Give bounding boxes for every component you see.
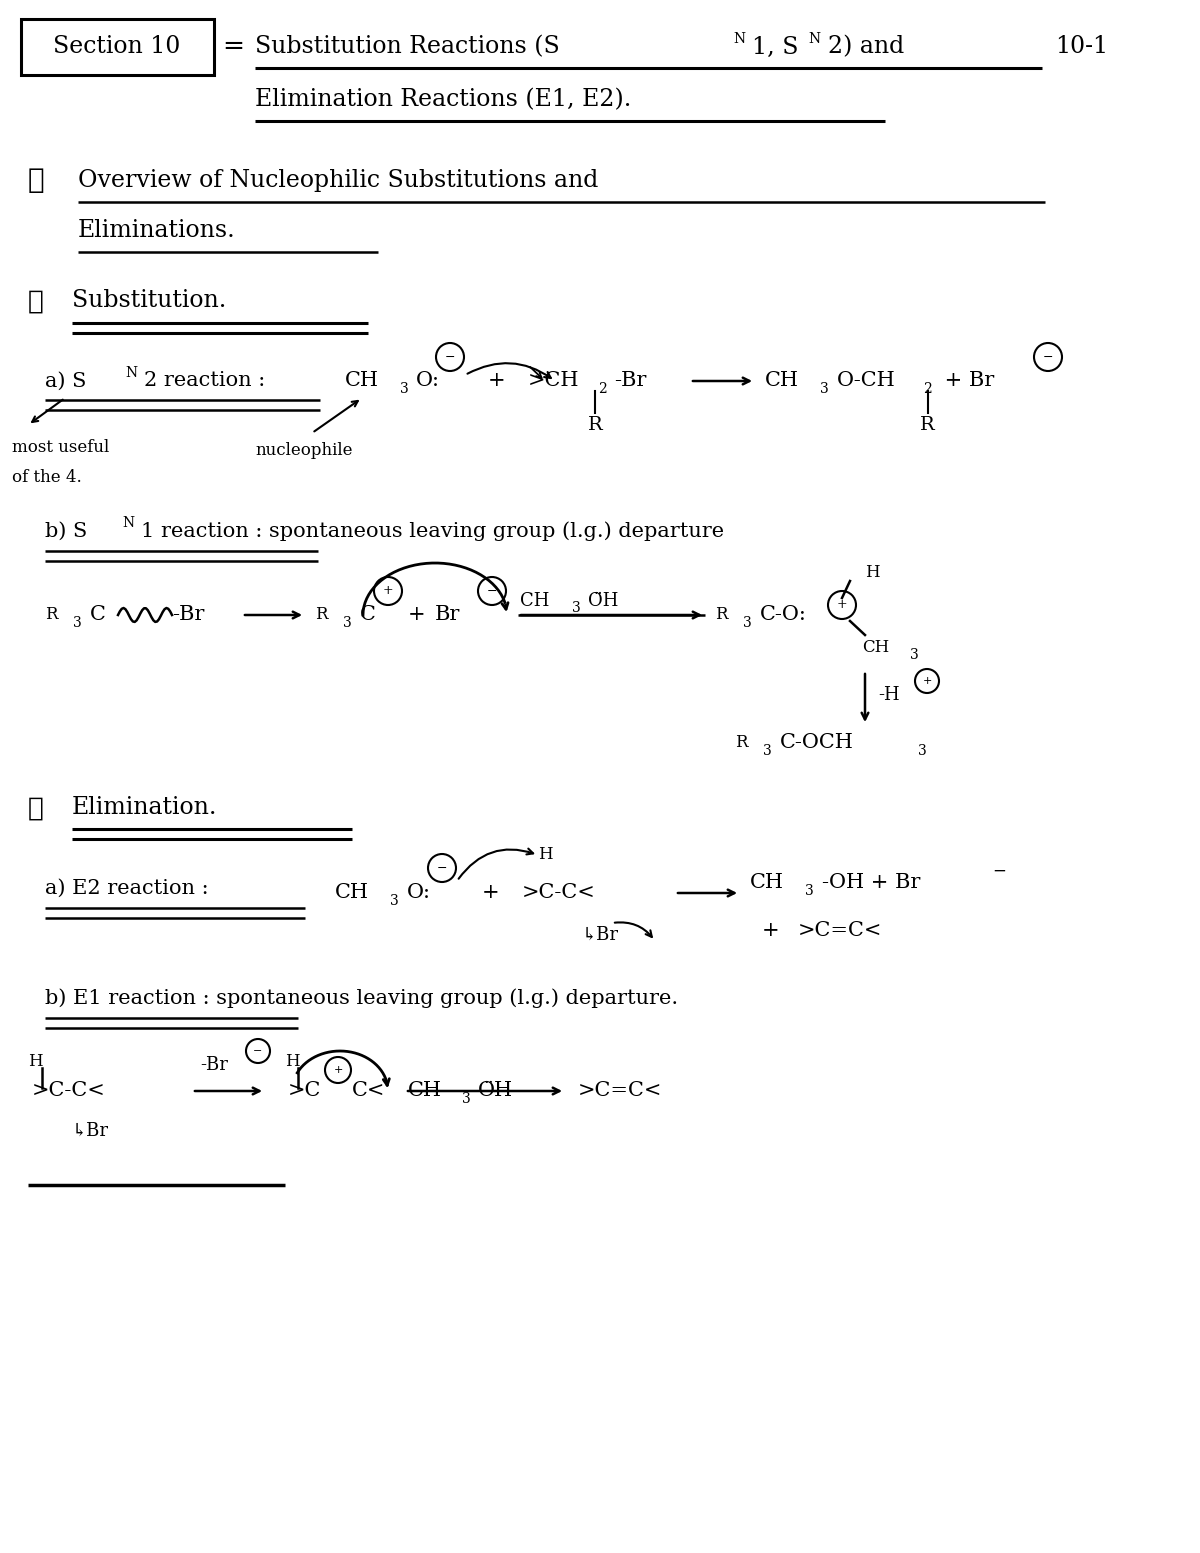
Text: >C-C<: >C-C< [522,884,595,902]
Text: 3: 3 [763,744,772,758]
Text: +: + [383,584,394,598]
Text: H: H [286,1053,300,1070]
Text: R: R [314,607,328,623]
Text: 3: 3 [743,617,751,631]
Text: C-OCH: C-OCH [780,733,854,753]
Text: >C-C<: >C-C< [32,1081,106,1101]
Text: =: = [222,34,244,59]
Text: −: − [253,1047,263,1056]
Text: ÖH: ÖH [588,592,618,610]
Text: nucleophile: nucleophile [254,443,353,460]
Text: most useful: most useful [12,439,109,457]
Text: R: R [920,416,935,433]
Text: O:: O: [416,371,440,390]
Text: N: N [808,33,820,47]
Text: 2 reaction :: 2 reaction : [144,371,265,390]
Text: 3: 3 [910,648,919,662]
Text: +: + [836,598,847,612]
Text: ②: ② [28,795,44,820]
Text: b) S: b) S [46,522,88,540]
Text: 3: 3 [343,617,352,631]
Text: O-CH: O-CH [836,371,895,390]
Text: H: H [28,1053,43,1070]
Text: >CH: >CH [528,371,580,390]
Text: 3: 3 [73,617,82,631]
Text: CH: CH [750,873,784,893]
Text: CH: CH [766,371,799,390]
Text: 2: 2 [598,382,607,396]
Text: H: H [538,846,553,863]
Text: N: N [125,367,137,380]
Text: CH: CH [862,640,889,657]
Text: Br: Br [434,606,461,624]
Text: CH: CH [520,592,550,610]
Text: −: − [992,862,1006,879]
Text: -Br: -Br [200,1056,228,1075]
Text: O:: O: [407,884,431,902]
Text: 3: 3 [805,884,814,898]
Text: a) E2 reaction :: a) E2 reaction : [46,879,209,898]
Text: 2) and: 2) and [828,36,905,59]
Text: -Br: -Br [172,606,204,624]
Text: Substitution Reactions (S: Substitution Reactions (S [254,36,559,59]
Text: -OH + Br: -OH + Br [822,873,920,893]
Text: +: + [408,606,426,624]
Text: +: + [762,921,780,941]
Text: 3: 3 [918,744,926,758]
Text: N: N [733,33,745,47]
Text: 1 reaction : spontaneous leaving group (l.g.) departure: 1 reaction : spontaneous leaving group (… [142,522,724,540]
Text: N: N [122,516,134,530]
Text: ÖH: ÖH [478,1081,514,1101]
Text: +: + [488,371,505,390]
Text: Overview of Nucleophilic Substitutions and: Overview of Nucleophilic Substitutions a… [78,169,599,193]
Text: Elimination Reactions (E1, E2).: Elimination Reactions (E1, E2). [254,89,631,112]
Text: +: + [334,1065,343,1075]
Text: C: C [360,606,376,624]
Text: CH: CH [408,1081,442,1101]
Text: 3: 3 [400,382,409,396]
Text: R: R [715,607,727,623]
Text: of the 4.: of the 4. [12,469,82,486]
Text: 10-1: 10-1 [1055,36,1108,59]
Text: −: − [487,584,497,598]
Text: CH: CH [335,884,370,902]
Text: >C: >C [288,1081,322,1101]
Text: ↳Br: ↳Br [582,926,619,944]
Text: CH: CH [346,371,379,390]
Text: b) E1 reaction : spontaneous leaving group (l.g.) departure.: b) E1 reaction : spontaneous leaving gro… [46,988,678,1008]
Text: C<: C< [352,1081,385,1101]
Text: C-O:: C-O: [760,606,806,624]
Text: >C=C<: >C=C< [798,921,882,941]
Text: 3: 3 [572,601,581,615]
Text: −: − [445,351,455,363]
Text: +: + [923,676,931,686]
Text: +: + [482,884,499,902]
Text: −: − [437,862,448,874]
FancyBboxPatch shape [22,19,214,75]
Text: 3: 3 [462,1092,470,1106]
Text: a) S: a) S [46,371,86,390]
Text: -H: -H [878,686,900,704]
Text: R: R [734,735,748,752]
Text: Section 10: Section 10 [53,36,181,59]
Text: 3: 3 [390,895,398,909]
Text: 2: 2 [923,382,931,396]
Text: Eliminations.: Eliminations. [78,219,235,242]
Text: ↳Br: ↳Br [72,1121,109,1140]
Text: H: H [865,564,880,581]
Text: 3: 3 [820,382,829,396]
Text: -Br: -Br [614,371,647,390]
Text: ①: ① [28,289,44,314]
Text: R: R [588,416,602,433]
Text: >C=C<: >C=C< [578,1081,662,1101]
Text: R: R [46,607,58,623]
Text: ❖: ❖ [28,168,44,194]
Text: Substitution.: Substitution. [72,289,227,312]
Text: C: C [90,606,106,624]
Text: Elimination.: Elimination. [72,797,217,820]
Text: −: − [1043,351,1054,363]
Text: 1, S: 1, S [752,36,798,59]
Text: + Br: + Br [938,371,995,390]
